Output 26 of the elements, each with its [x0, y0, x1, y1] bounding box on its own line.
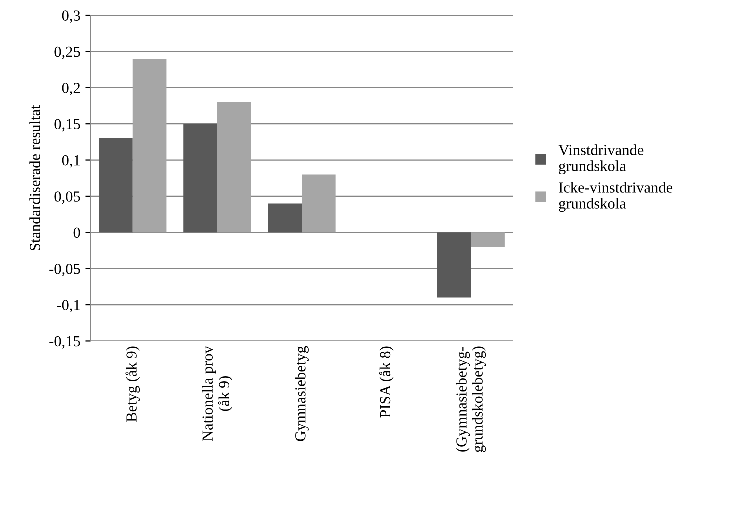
x-tick-label: Gymnasiebetyg	[295, 346, 309, 442]
x-tick-label: Nationella prov (åk 9)	[202, 346, 233, 442]
bar	[302, 174, 336, 233]
bar	[99, 138, 133, 233]
bar	[184, 124, 218, 233]
y-tick-label: 0,15	[54, 119, 80, 132]
legend-label: Vinstdrivande grundskola	[558, 144, 644, 175]
y-tick-label: 0	[74, 228, 80, 238]
y-tick-label: 0,3	[62, 10, 80, 24]
y-tick-label: 0,05	[54, 192, 80, 204]
legend-label: Icke-vinstdrivande grundskola	[559, 182, 673, 212]
bar	[217, 102, 252, 233]
bar	[471, 232, 505, 248]
x-tick-label: (Gymnasiebetyg- grundskolebetyg)	[456, 346, 486, 452]
bar	[268, 204, 302, 233]
y-axis-title: Standardiserade resultat	[30, 105, 40, 251]
y-tick-label: -0,05	[50, 264, 80, 276]
y-tick-label: 0,2	[62, 83, 80, 96]
x-tick-label: Betyg (åk 9)	[126, 346, 140, 422]
bar	[437, 232, 472, 298]
y-tick-label: 0,25	[54, 46, 80, 60]
x-tick-label: PISA (åk 8)	[379, 346, 394, 418]
y-tick-label: 0,1	[62, 155, 80, 168]
y-tick-label: -0,1	[57, 300, 80, 313]
y-tick-label: -0,15	[50, 336, 80, 349]
bar	[132, 58, 167, 233]
